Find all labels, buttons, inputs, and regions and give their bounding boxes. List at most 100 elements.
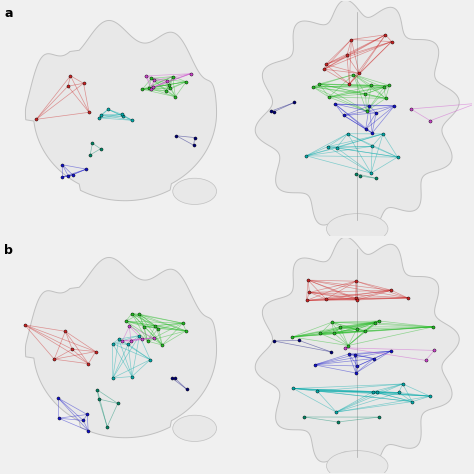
Point <box>80 80 87 87</box>
Point <box>352 369 360 377</box>
Point <box>387 286 395 294</box>
Ellipse shape <box>173 415 217 441</box>
Point <box>324 143 331 151</box>
Point <box>345 350 353 358</box>
Point <box>409 398 416 405</box>
Point <box>362 125 370 133</box>
Point <box>115 336 122 343</box>
Point <box>118 337 126 345</box>
Point <box>55 414 63 422</box>
Point <box>311 361 319 369</box>
Point <box>182 327 190 335</box>
Point <box>109 340 117 347</box>
Point <box>136 310 143 318</box>
Point <box>407 105 415 113</box>
Point <box>354 362 361 370</box>
Point <box>172 374 179 382</box>
Point <box>83 410 91 418</box>
Point <box>350 71 357 78</box>
Point <box>150 334 157 342</box>
Point <box>317 330 324 337</box>
Point <box>362 90 369 98</box>
Point <box>109 374 117 382</box>
Point <box>146 356 154 364</box>
Point <box>372 174 380 182</box>
Ellipse shape <box>327 451 388 474</box>
Point <box>172 93 179 100</box>
Point <box>97 111 105 118</box>
Point <box>361 327 369 335</box>
Point <box>68 346 76 353</box>
Point <box>365 102 373 109</box>
Point <box>316 80 323 88</box>
Point <box>306 289 313 296</box>
Point <box>356 70 363 77</box>
Point <box>368 129 376 137</box>
Point <box>84 427 92 435</box>
Text: a: a <box>4 7 13 20</box>
Point <box>373 389 381 396</box>
Point <box>126 323 133 330</box>
Point <box>304 276 312 284</box>
Point <box>352 294 360 302</box>
Point <box>58 161 66 169</box>
Point <box>119 112 127 120</box>
Point <box>352 277 360 285</box>
Point <box>55 394 62 402</box>
Point <box>351 351 359 358</box>
Point <box>343 52 351 59</box>
Point <box>341 344 348 352</box>
Point <box>336 323 344 331</box>
Point <box>191 134 199 141</box>
Point <box>183 385 191 393</box>
Point <box>145 84 153 91</box>
Point <box>399 380 407 388</box>
Text: b: b <box>4 244 13 257</box>
Polygon shape <box>26 257 217 438</box>
Point <box>303 297 310 304</box>
Point <box>368 82 375 89</box>
Point <box>344 130 352 137</box>
Point <box>89 139 96 147</box>
Point <box>118 110 126 118</box>
Point <box>165 81 173 88</box>
Polygon shape <box>26 20 217 201</box>
Point <box>347 36 355 43</box>
Point <box>322 61 329 68</box>
Point <box>346 80 353 88</box>
Point <box>149 83 156 91</box>
Point <box>322 295 330 303</box>
Point <box>387 347 394 355</box>
Point <box>62 328 69 335</box>
Point <box>69 171 76 179</box>
Ellipse shape <box>327 214 388 244</box>
Point <box>150 76 158 84</box>
Point <box>367 169 375 177</box>
Point <box>356 172 364 180</box>
Point <box>427 117 434 125</box>
Point <box>388 38 395 46</box>
Point <box>50 356 58 363</box>
Point <box>333 144 340 152</box>
Point <box>372 109 380 117</box>
Point <box>104 106 112 113</box>
Point <box>82 165 90 173</box>
Point <box>140 323 148 330</box>
Point <box>152 322 159 329</box>
Point <box>375 413 383 421</box>
Polygon shape <box>255 237 459 469</box>
Point <box>382 95 390 102</box>
Point <box>124 340 132 348</box>
Point <box>370 388 377 395</box>
Point <box>85 109 93 116</box>
Point <box>59 173 66 181</box>
Point <box>138 85 146 93</box>
Point <box>328 319 336 326</box>
Point <box>270 108 278 115</box>
Point <box>295 337 303 344</box>
Point <box>354 296 361 304</box>
Point <box>331 100 339 108</box>
Point <box>169 73 176 80</box>
Point <box>327 348 334 356</box>
Point <box>85 360 92 367</box>
